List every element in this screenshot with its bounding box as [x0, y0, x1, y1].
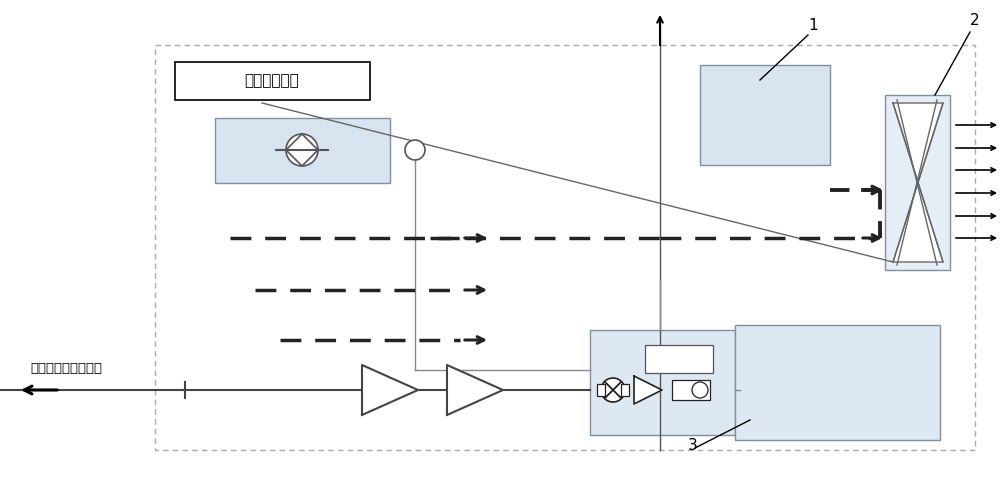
Polygon shape — [362, 365, 418, 415]
Text: 1: 1 — [808, 18, 818, 33]
Bar — [735, 325, 940, 440]
Polygon shape — [447, 365, 503, 415]
Text: 车载储氢系统: 车载储氢系统 — [245, 73, 299, 89]
Bar — [885, 95, 950, 270]
Circle shape — [692, 382, 708, 398]
Bar — [155, 45, 975, 450]
Text: 3: 3 — [688, 438, 698, 453]
Polygon shape — [634, 376, 662, 404]
Circle shape — [405, 140, 425, 160]
Bar — [621, 384, 629, 396]
Polygon shape — [893, 103, 943, 262]
Text: 进入燃料电池发动机: 进入燃料电池发动机 — [30, 362, 102, 375]
Bar — [672, 380, 710, 400]
Text: 2: 2 — [970, 13, 980, 28]
Bar — [645, 345, 713, 373]
Bar — [215, 118, 390, 183]
Bar — [590, 330, 735, 435]
Circle shape — [601, 378, 625, 402]
Bar — [700, 65, 830, 165]
Bar — [175, 62, 370, 100]
Circle shape — [286, 134, 318, 166]
Bar — [597, 384, 605, 396]
